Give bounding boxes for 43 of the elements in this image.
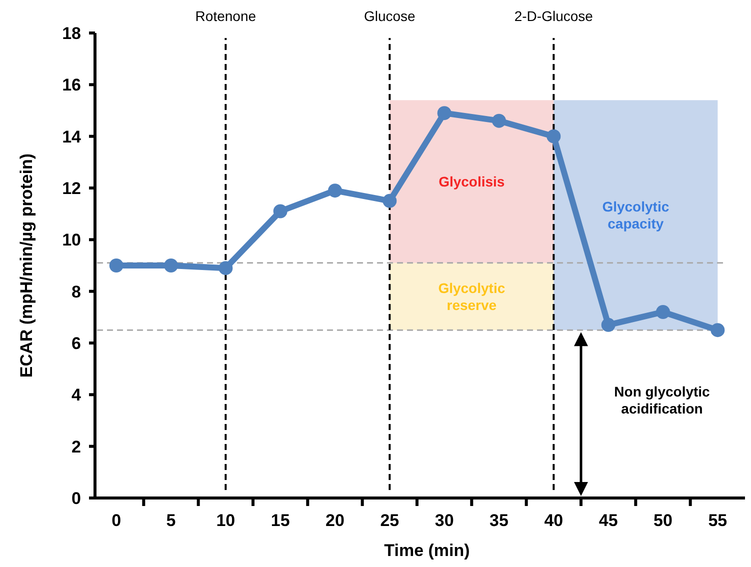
ref-line-label: Rotenone [195, 8, 256, 24]
y-tick-label: 16 [62, 76, 81, 95]
x-tick-label: 20 [326, 511, 344, 530]
y-tick-label: 8 [72, 282, 81, 302]
point [492, 114, 506, 128]
point [109, 258, 124, 272]
y-tick-label: 10 [62, 230, 81, 250]
x-tick-label: 15 [270, 511, 290, 530]
y-tick-label: 14 [62, 127, 82, 146]
y-axis-title: ECAR (mpH/min/µg protein) [17, 153, 36, 378]
x-tick-label: 10 [216, 511, 236, 530]
x-tick-label: 55 [708, 511, 728, 530]
point [218, 261, 233, 276]
x-tick-label: 45 [598, 511, 618, 530]
y-tick-label: 2 [72, 437, 81, 456]
point [656, 305, 670, 319]
y-tick-label: 12 [62, 179, 81, 198]
point [273, 204, 288, 218]
ref-line-label: Glucose [364, 8, 416, 24]
y-tick-label: 6 [72, 334, 81, 353]
x-tick-label: 40 [544, 511, 564, 530]
point [328, 184, 342, 198]
x-axis-title: Time (min) [384, 541, 470, 560]
band-label: Glycolytic reserve [438, 280, 506, 313]
point [546, 129, 561, 144]
x-tick-label: 35 [490, 511, 508, 530]
point [164, 258, 178, 272]
y-tick-label: 0 [72, 489, 81, 508]
point [382, 194, 397, 208]
band-label: Glycolytic capacity [602, 198, 670, 232]
point [710, 323, 725, 338]
ref-line-label: 2-D-Glucose [514, 8, 594, 24]
band-label: Glycolisis [438, 174, 505, 190]
point [601, 318, 616, 332]
x-tick-label: 0 [112, 511, 122, 530]
x-tick-label: 30 [434, 511, 454, 530]
y-tick-label: 4 [72, 386, 82, 405]
x-tick-label: 25 [380, 511, 400, 530]
point [437, 106, 452, 120]
annotation: Non glycolytic acidification [614, 384, 710, 416]
x-tick-label: 50 [654, 511, 672, 530]
x-tick-label: 5 [166, 511, 176, 530]
y-tick-label: 18 [62, 24, 81, 43]
